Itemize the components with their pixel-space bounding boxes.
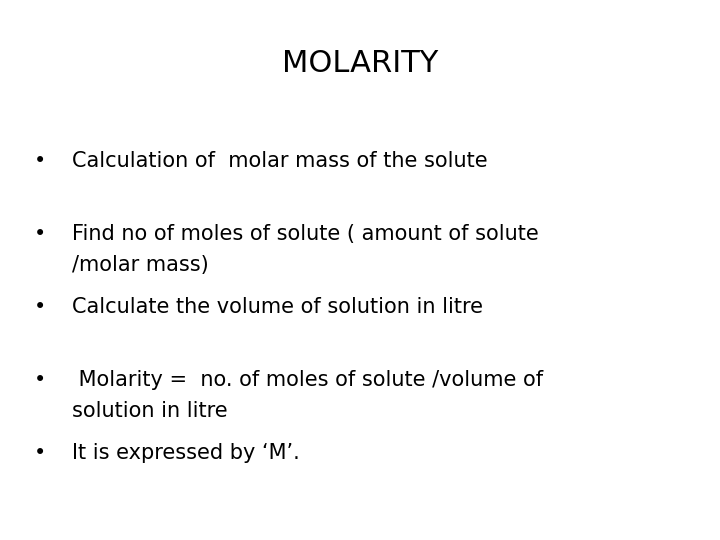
Text: Find no of moles of solute ( amount of solute: Find no of moles of solute ( amount of s… xyxy=(72,224,539,244)
Text: Calculation of  molar mass of the solute: Calculation of molar mass of the solute xyxy=(72,151,487,171)
Text: /molar mass): /molar mass) xyxy=(72,255,209,275)
Text: solution in litre: solution in litre xyxy=(72,401,228,421)
Text: •: • xyxy=(33,297,46,317)
Text: •: • xyxy=(33,224,46,244)
Text: •: • xyxy=(33,370,46,390)
Text: •: • xyxy=(33,151,46,171)
Text: MOLARITY: MOLARITY xyxy=(282,49,438,78)
Text: Molarity =  no. of moles of solute /volume of: Molarity = no. of moles of solute /volum… xyxy=(72,370,543,390)
Text: It is expressed by ‘M’.: It is expressed by ‘M’. xyxy=(72,443,300,463)
Text: Calculate the volume of solution in litre: Calculate the volume of solution in litr… xyxy=(72,297,483,317)
Text: •: • xyxy=(33,443,46,463)
